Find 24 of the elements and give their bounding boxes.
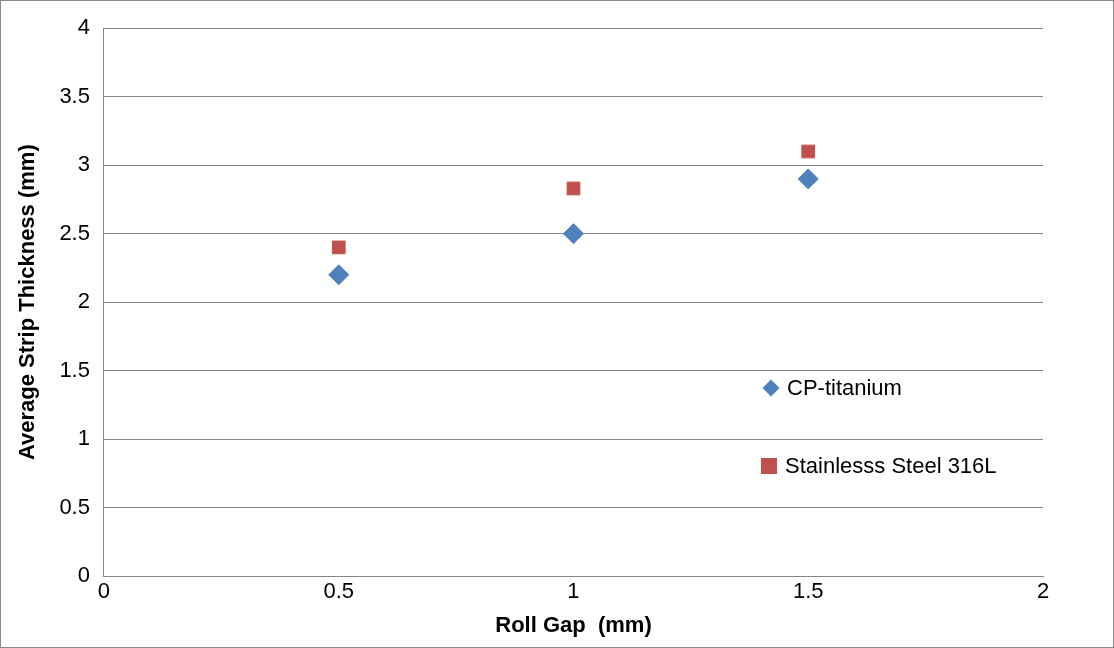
y-tick-label: 2.5	[59, 219, 90, 245]
y-tick-label: 1	[77, 425, 90, 451]
y-tick-label: 4	[77, 14, 90, 40]
point	[562, 223, 584, 245]
y-tick-label: 3.5	[59, 82, 90, 108]
x-axis-title: Roll Gap (mm)	[495, 611, 652, 637]
x-tick-label: 2	[1036, 578, 1050, 604]
x-tick-label: 0	[97, 578, 111, 604]
x-tick-label: 1	[567, 578, 580, 604]
x-tick-label: 0.5	[323, 578, 355, 604]
point	[801, 144, 816, 159]
y-tick-label: 0	[77, 562, 90, 588]
point	[797, 168, 819, 190]
legend-label: Stainlesss Steel 316L	[785, 453, 997, 479]
y-tick-label: 1.5	[59, 356, 90, 382]
y-tick-label: 3	[77, 151, 90, 177]
y-axis-title: Average Strip Thickness (mm)	[14, 144, 40, 461]
point	[331, 240, 346, 255]
point	[566, 181, 581, 196]
legend-label: CP-titanium	[787, 375, 902, 401]
y-tick-label: 2	[77, 288, 90, 314]
point	[328, 264, 350, 286]
y-tick-label: 0.5	[59, 493, 90, 519]
x-tick-label: 1.5	[792, 578, 824, 604]
